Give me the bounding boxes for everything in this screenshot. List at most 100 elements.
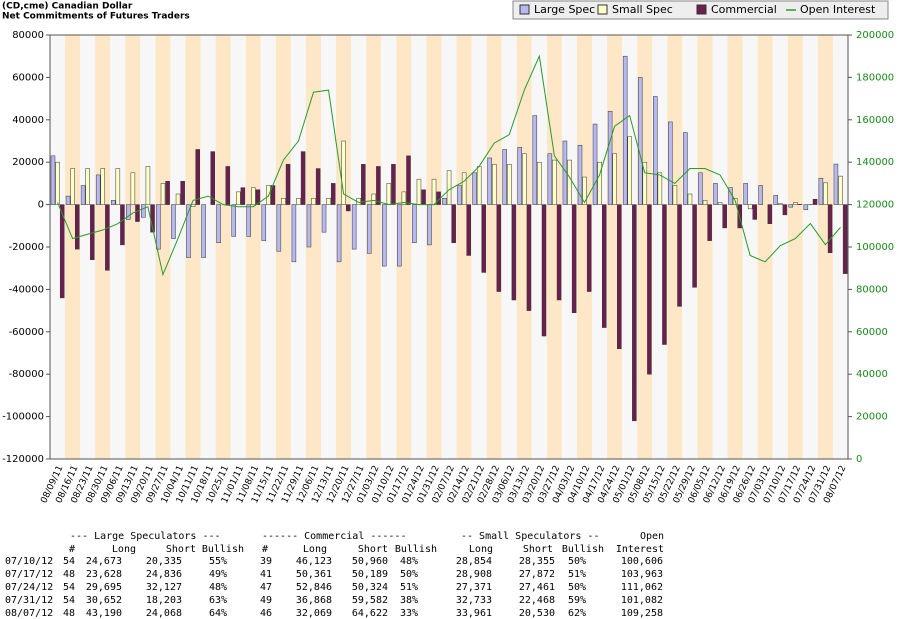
table-cell: 109,258 [621, 608, 663, 619]
bar [381, 204, 387, 267]
bar [351, 204, 357, 250]
bar [300, 151, 306, 205]
bar [627, 136, 633, 205]
bar [788, 204, 794, 208]
legend-swatch [597, 4, 608, 15]
chart-subtitle: Net Commitments of Futures Traders [2, 12, 190, 22]
bar [416, 178, 422, 205]
bar [251, 187, 256, 205]
bar [582, 176, 587, 205]
bar [668, 121, 673, 205]
bar [336, 204, 342, 263]
band [576, 35, 593, 459]
bar [622, 55, 628, 205]
table-cell: 27,461 [519, 582, 555, 593]
table-cell: 50% [568, 556, 586, 567]
bar [683, 132, 688, 205]
bar [442, 197, 447, 205]
bar [451, 204, 456, 244]
band [697, 35, 713, 459]
band [501, 35, 517, 459]
bar [476, 166, 482, 205]
bar [758, 185, 763, 205]
bar [80, 185, 86, 205]
bar [491, 164, 497, 205]
bar [100, 168, 106, 205]
bar [642, 161, 648, 205]
y-tick-label: 80000 [12, 30, 44, 41]
bar [431, 178, 437, 205]
table-column-header: Long [112, 544, 136, 555]
band [802, 35, 818, 459]
band [787, 35, 803, 459]
y2-tick-label: 180000 [856, 72, 894, 83]
table-cell: 30,652 [86, 595, 122, 606]
legend-swatch [519, 4, 530, 15]
table-cell: 29,695 [86, 582, 122, 593]
bar [567, 159, 572, 205]
bar [743, 183, 748, 205]
bar [597, 161, 602, 205]
bar [216, 204, 221, 244]
bar [617, 204, 622, 350]
table-column-header: # [262, 544, 268, 555]
bar [165, 181, 170, 205]
table-cell: 64% [209, 608, 227, 619]
bar [722, 204, 727, 229]
table-cell: 48 [63, 569, 75, 580]
bar [838, 175, 843, 205]
table-cell: 07/17/12 [5, 569, 53, 580]
y2-tick-label: 100000 [856, 242, 894, 253]
bar [135, 204, 140, 222]
bar [346, 204, 351, 212]
bar [231, 204, 236, 237]
table-cell: 52,846 [296, 582, 332, 593]
bar [210, 151, 216, 205]
bar [481, 204, 487, 273]
bar [773, 195, 778, 205]
bar [240, 187, 246, 205]
table-cell: 28,908 [456, 569, 492, 580]
bar [291, 204, 297, 263]
bar [321, 204, 327, 233]
band [817, 35, 833, 459]
legend-label: Small Spec [612, 3, 673, 16]
band [170, 35, 186, 459]
table-cell: 46,123 [296, 556, 332, 567]
table-cell: 48 [63, 608, 75, 619]
bar [466, 204, 471, 256]
y-tick-label: 40000 [12, 115, 44, 126]
bar [326, 197, 331, 205]
band [366, 35, 382, 459]
bar [702, 200, 708, 205]
y2-tick-label: 200000 [856, 30, 894, 41]
band [275, 35, 291, 459]
bar [517, 147, 523, 205]
bar [752, 204, 758, 220]
table-cell: 54 [63, 595, 75, 606]
bar [522, 153, 527, 205]
bar [717, 202, 723, 205]
y-tick-label: -20000 [9, 242, 44, 253]
table-group-header: --- Large Speculators --- [70, 531, 221, 542]
bar [236, 191, 241, 205]
bar [306, 204, 312, 248]
bar [95, 174, 101, 205]
band [471, 35, 487, 459]
y2-tick-label: 140000 [856, 157, 894, 168]
table-cell: 49% [209, 569, 227, 580]
bar [315, 168, 321, 205]
table-group-header: ------ Commercial ------ [262, 531, 407, 542]
y-tick-label: -60000 [9, 327, 44, 338]
bar [457, 185, 462, 205]
table-column-header: Long [469, 544, 493, 555]
band [321, 35, 337, 459]
band [727, 35, 743, 459]
bar [296, 197, 301, 205]
band [260, 35, 276, 459]
table-cell: 50% [400, 569, 418, 580]
bar [842, 204, 848, 274]
bar [70, 168, 75, 205]
table-column-header: Long [303, 544, 327, 555]
bar [612, 153, 617, 205]
